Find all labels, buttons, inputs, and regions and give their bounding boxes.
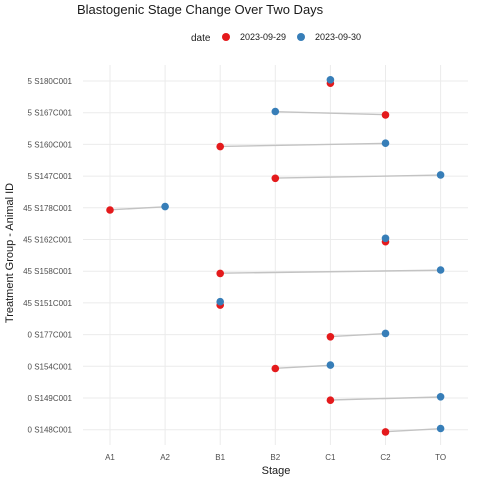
y-tick-label-0-s149c001: 0 S149C001 xyxy=(28,394,73,403)
point-1-5-s167c001 xyxy=(381,111,390,119)
x-tick-label-b1: B1 xyxy=(215,453,225,462)
point-2-0-s177c001 xyxy=(381,329,390,338)
segment-5-s160c001 xyxy=(220,142,386,148)
legend-title: date xyxy=(191,33,211,44)
point-2-5-s147c001 xyxy=(436,171,445,179)
y-tick-label-5-s160c001: 5 S160C001 xyxy=(28,140,73,149)
y-tick-label-45-s158c001: 45 S158C001 xyxy=(23,267,72,276)
legend-label-series-1: 2023-09-29 xyxy=(240,32,286,42)
point-1-45-s178c001 xyxy=(106,206,114,214)
x-tick-label-b2: B2 xyxy=(270,453,280,462)
y-axis-title: Treatment Group - Animal ID xyxy=(4,183,16,323)
point-2-45-s162c001 xyxy=(381,234,390,243)
y-tick-label-45-s151c001: 45 S151C001 xyxy=(23,299,72,308)
segment-0-s177c001 xyxy=(330,332,386,338)
x-tick-label-a1: A1 xyxy=(105,453,115,462)
y-tick-label-0-s154c001: 0 S154C001 xyxy=(28,362,73,371)
point-2-45-s178c001 xyxy=(161,202,169,211)
point-1-45-s158c001 xyxy=(216,269,224,278)
point-1-0-s154c001 xyxy=(271,364,280,373)
point-1-0-s149c001 xyxy=(326,396,335,405)
y-tick-label-45-s162c001: 45 S162C001 xyxy=(23,236,72,245)
legend-key-series-1 xyxy=(222,33,230,41)
segment-5-s167c001 xyxy=(275,111,386,116)
y-tick-label-45-s178c001: 45 S178C001 xyxy=(23,204,72,213)
point-2-5-s180c001 xyxy=(326,76,335,84)
x-axis-ticks: A1 A2 B1 B2 C1 C2 TO xyxy=(105,453,446,462)
x-tick-label-c2: C2 xyxy=(380,453,391,462)
legend-label-series-2: 2023-09-30 xyxy=(315,32,361,42)
legend-key-series-2 xyxy=(297,33,305,41)
segment-5-s147c001 xyxy=(275,174,441,179)
segment-45-s178c001 xyxy=(109,206,166,211)
x-axis-title: Stage xyxy=(262,465,291,477)
x-tick-label-to: TO xyxy=(435,453,446,462)
point-1-5-s160c001 xyxy=(216,142,224,151)
point-1-0-s177c001 xyxy=(326,333,335,341)
y-tick-label-0-s148c001: 0 S148C001 xyxy=(28,426,73,435)
point-2-5-s167c001 xyxy=(271,107,280,116)
point-2-5-s160c001 xyxy=(381,139,390,147)
point-2-0-s154c001 xyxy=(326,361,335,369)
y-tick-label-0-s177c001: 0 S177C001 xyxy=(28,331,73,340)
data-points xyxy=(106,76,445,436)
chart-title: Blastogenic Stage Change Over Two Days xyxy=(77,2,324,17)
segment-0-s148c001 xyxy=(385,428,441,433)
segment-0-s149c001 xyxy=(330,396,441,401)
point-1-5-s147c001 xyxy=(271,174,280,183)
x-tick-label-a2: A2 xyxy=(160,453,170,462)
point-2-0-s149c001 xyxy=(436,393,445,401)
x-tick-label-c1: C1 xyxy=(325,453,336,462)
legend: date 2023-09-29 2023-09-30 xyxy=(191,32,361,44)
y-axis-ticks: 5 S180C001 5 S167C001 5 S160C001 5 S147C001… xyxy=(23,77,72,435)
gridlines xyxy=(83,65,468,445)
y-tick-label-5-s167c001: 5 S167C001 xyxy=(28,109,73,118)
change-segments xyxy=(109,80,441,433)
y-tick-label-5-s180c001: 5 S180C001 xyxy=(28,77,73,86)
point-2-0-s148c001 xyxy=(436,424,445,433)
segment-45-s158c001 xyxy=(220,269,441,274)
y-tick-label-5-s147c001: 5 S147C001 xyxy=(28,172,73,181)
segment-0-s154c001 xyxy=(275,364,331,369)
point-2-45-s158c001 xyxy=(436,266,445,274)
point-1-0-s148c001 xyxy=(381,428,390,436)
point-2-45-s151c001 xyxy=(216,297,224,306)
